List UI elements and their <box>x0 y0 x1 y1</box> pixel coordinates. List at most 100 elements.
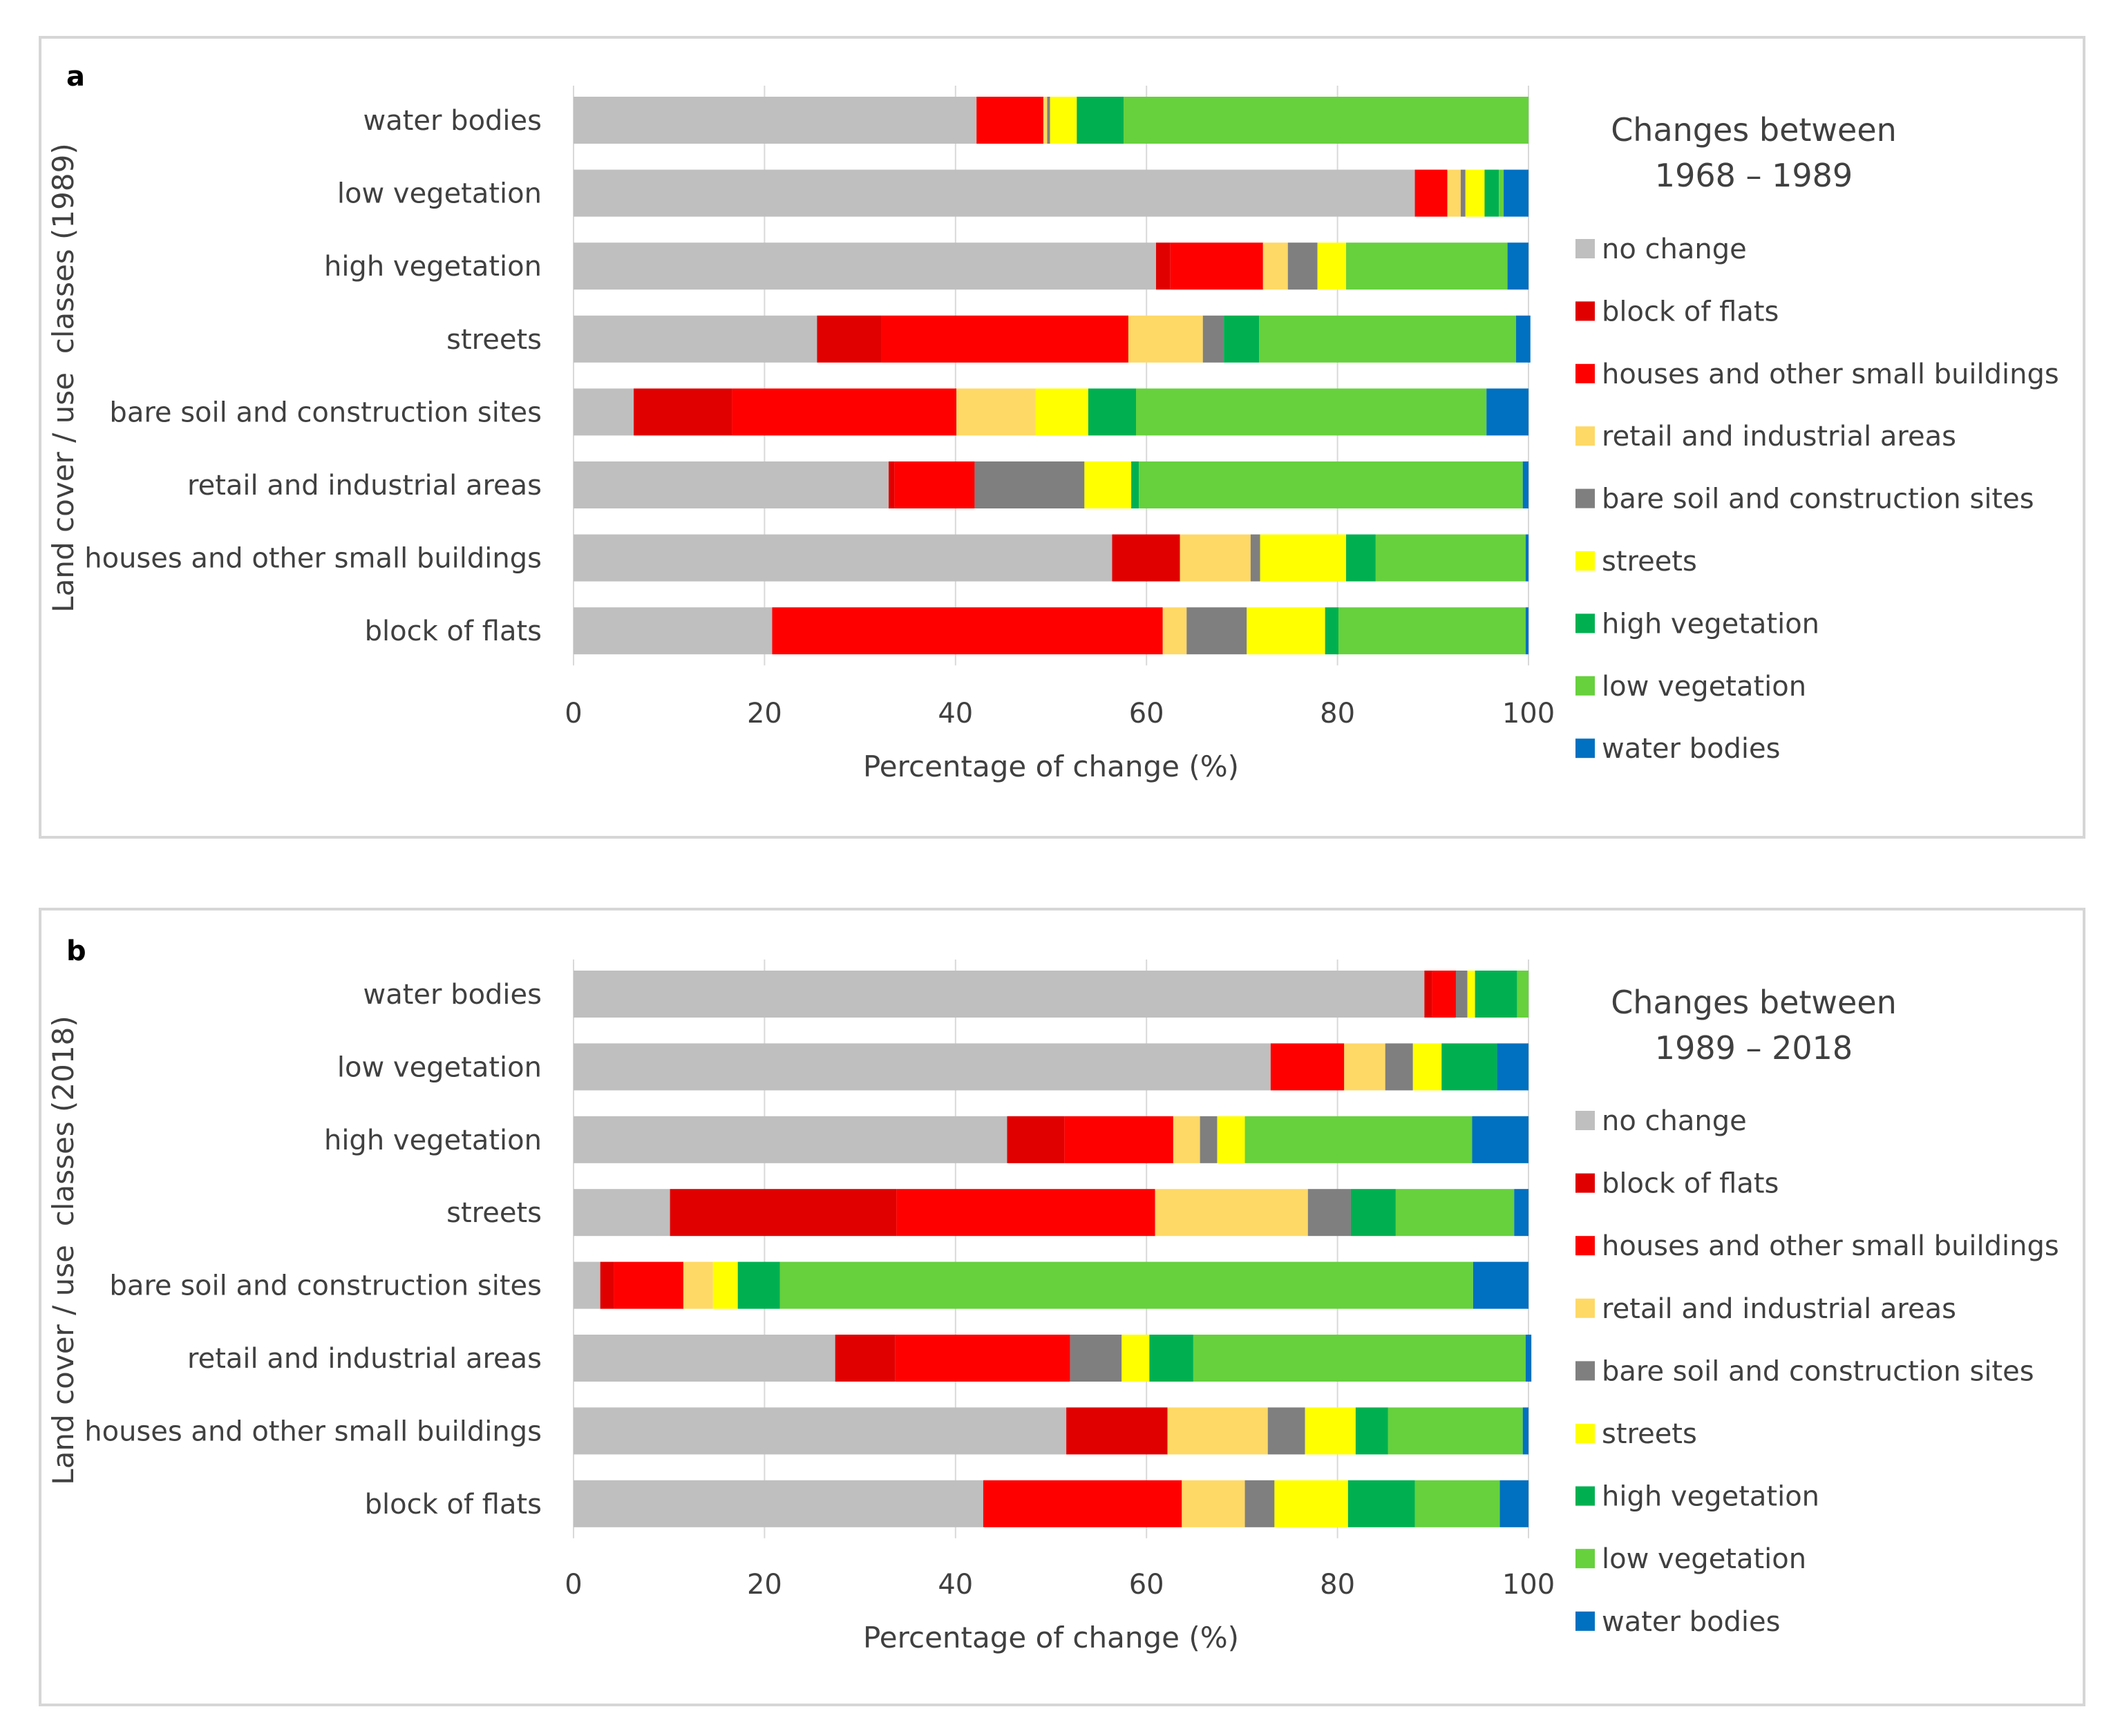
bar-segment-bare-soil-and-construction-sites <box>1460 169 1466 217</box>
category-label: high vegetation <box>324 1125 542 1156</box>
legend-label: no change <box>1602 1105 1747 1137</box>
legend-label: houses and other small buildings <box>1602 1230 2059 1262</box>
legend-swatch <box>1575 426 1595 446</box>
legend-title: 1968 – 1989 <box>1655 157 1853 194</box>
legend-swatch <box>1575 1361 1595 1381</box>
bar-segment-no-change <box>574 1043 1271 1091</box>
bar-segment-no-change <box>574 169 1415 217</box>
panel-letter: a <box>66 61 85 93</box>
bar-segment-water-bodies <box>1522 1407 1528 1455</box>
x-tick-label: 0 <box>565 698 582 729</box>
bar-segment-high-vegetation <box>1224 315 1260 363</box>
category-label: water bodies <box>363 105 542 137</box>
bar-segment-retail-and-industrial-areas <box>1180 534 1251 582</box>
category-label: houses and other small buildings <box>84 1415 542 1447</box>
bar-segment-retail-and-industrial-areas <box>1167 1407 1268 1455</box>
x-tick-label: 80 <box>1320 1569 1355 1601</box>
bar-segment-streets <box>1084 461 1132 508</box>
bar-segment-houses-and-other-small-buildings <box>983 1480 1182 1527</box>
legend-swatch <box>1575 613 1595 633</box>
bar-segment-low-vegetation <box>1395 1189 1515 1237</box>
legend-swatch <box>1575 1424 1595 1443</box>
legend-title: Changes between <box>1611 984 1897 1021</box>
legend-label: bare soil and construction sites <box>1602 484 2034 515</box>
bar-segment-streets <box>712 1261 738 1309</box>
bar-segment-houses-and-other-small-buildings <box>881 315 1128 363</box>
bar-segment-low-vegetation <box>1346 242 1508 290</box>
x-tick-label: 60 <box>1129 1569 1164 1601</box>
category-label: bare soil and construction sites <box>109 1270 542 1302</box>
bar-segment-streets <box>1247 607 1325 655</box>
bar-segment-water-bodies <box>1525 1335 1532 1382</box>
category-label: bare soil and construction sites <box>109 397 542 428</box>
x-tick-label: 100 <box>1502 1569 1555 1601</box>
category-label: low vegetation <box>337 178 542 210</box>
bar-segment-bare-soil-and-construction-sites <box>1455 971 1468 1018</box>
bar-segment-high-vegetation <box>1149 1335 1193 1382</box>
bar-segment-no-change <box>574 461 889 508</box>
bar-segment-bare-soil-and-construction-sites <box>1070 1335 1122 1382</box>
bar-segment-retail-and-industrial-areas <box>1162 607 1187 655</box>
bar-segment-retail-and-industrial-areas <box>683 1261 713 1309</box>
legend-swatch <box>1575 1486 1595 1506</box>
bar-segment-streets <box>1467 971 1475 1018</box>
bar-segment-water-bodies <box>1525 534 1528 582</box>
bar-segment-block-of-flats <box>1066 1407 1168 1455</box>
bar-segment-retail-and-industrial-areas <box>1043 97 1048 144</box>
x-tick-label: 20 <box>747 698 782 729</box>
bar-segment-bare-soil-and-construction-sites <box>1250 534 1260 582</box>
bar-segment-streets <box>1035 388 1088 436</box>
x-tick-label: 100 <box>1502 698 1555 729</box>
legend-swatch <box>1575 1611 1595 1631</box>
bar-segment-low-vegetation <box>1244 1116 1473 1163</box>
legend-label: streets <box>1602 1418 1697 1450</box>
bar-segment-houses-and-other-small-buildings <box>1432 971 1456 1018</box>
legend-title: 1989 – 2018 <box>1655 1029 1853 1067</box>
legend-swatch <box>1575 488 1595 508</box>
legend-label: high vegetation <box>1602 608 1819 640</box>
x-axis-title: Percentage of change (%) <box>863 1621 1239 1654</box>
bar-segment-block-of-flats <box>889 461 895 508</box>
bar-segment-houses-and-other-small-buildings <box>1170 242 1263 290</box>
bar-segment-no-change <box>574 1189 670 1237</box>
bar-segment-streets <box>1465 169 1485 217</box>
bar-segment-high-vegetation <box>1355 1407 1388 1455</box>
legend-title: Changes between <box>1611 111 1897 149</box>
bar-segment-houses-and-other-small-buildings <box>614 1261 683 1309</box>
bar-segment-retail-and-industrial-areas <box>1447 169 1461 217</box>
bar-segment-low-vegetation <box>1139 461 1523 508</box>
bar-segment-bare-soil-and-construction-sites <box>1287 242 1318 290</box>
bar-segment-water-bodies <box>1525 607 1528 655</box>
bar-segment-no-change <box>574 534 1113 582</box>
bar-segment-block-of-flats <box>634 388 732 436</box>
bar-segment-high-vegetation <box>1441 1043 1497 1091</box>
legend-label: water bodies <box>1602 733 1781 765</box>
bar-segment-houses-and-other-small-buildings <box>772 607 1163 655</box>
legend-label: bare soil and construction sites <box>1602 1355 2034 1387</box>
bar-segment-retail-and-industrial-areas <box>1182 1480 1245 1527</box>
legend-label: low vegetation <box>1602 1543 1806 1575</box>
category-label: high vegetation <box>324 251 542 283</box>
legend-swatch <box>1575 239 1595 258</box>
category-label: water bodies <box>363 979 542 1011</box>
bar-segment-houses-and-other-small-buildings <box>896 1189 1155 1237</box>
bar-segment-retail-and-industrial-areas <box>1344 1043 1385 1091</box>
bar-segment-bare-soil-and-construction-sites <box>1244 1480 1275 1527</box>
panel-b: b 0 20 40 60 80 100 water bodies low vegetation h… <box>39 908 2085 1706</box>
bar-segment-water-bodies <box>1522 461 1528 508</box>
bar-segment-houses-and-other-small-buildings <box>1270 1043 1345 1091</box>
bar-segment-block-of-flats <box>1007 1116 1065 1163</box>
bar-segment-retail-and-industrial-areas <box>956 388 1036 436</box>
category-label: streets <box>446 324 542 356</box>
bar-segment-houses-and-other-small-buildings <box>732 388 957 436</box>
bar-segment-no-change <box>574 1261 600 1309</box>
bar-segment-high-vegetation <box>1325 607 1338 655</box>
bar-segment-block-of-flats <box>670 1189 897 1237</box>
legend-label: block of flats <box>1602 1168 1779 1200</box>
x-tick-label: 60 <box>1129 698 1164 729</box>
legend-swatch <box>1575 363 1595 383</box>
bar-segment-bare-soil-and-construction-sites <box>1186 607 1247 655</box>
bar-segment-no-change <box>574 1480 983 1527</box>
bar-segment-high-vegetation <box>1350 1189 1396 1237</box>
x-axis-title: Percentage of change (%) <box>863 750 1239 783</box>
